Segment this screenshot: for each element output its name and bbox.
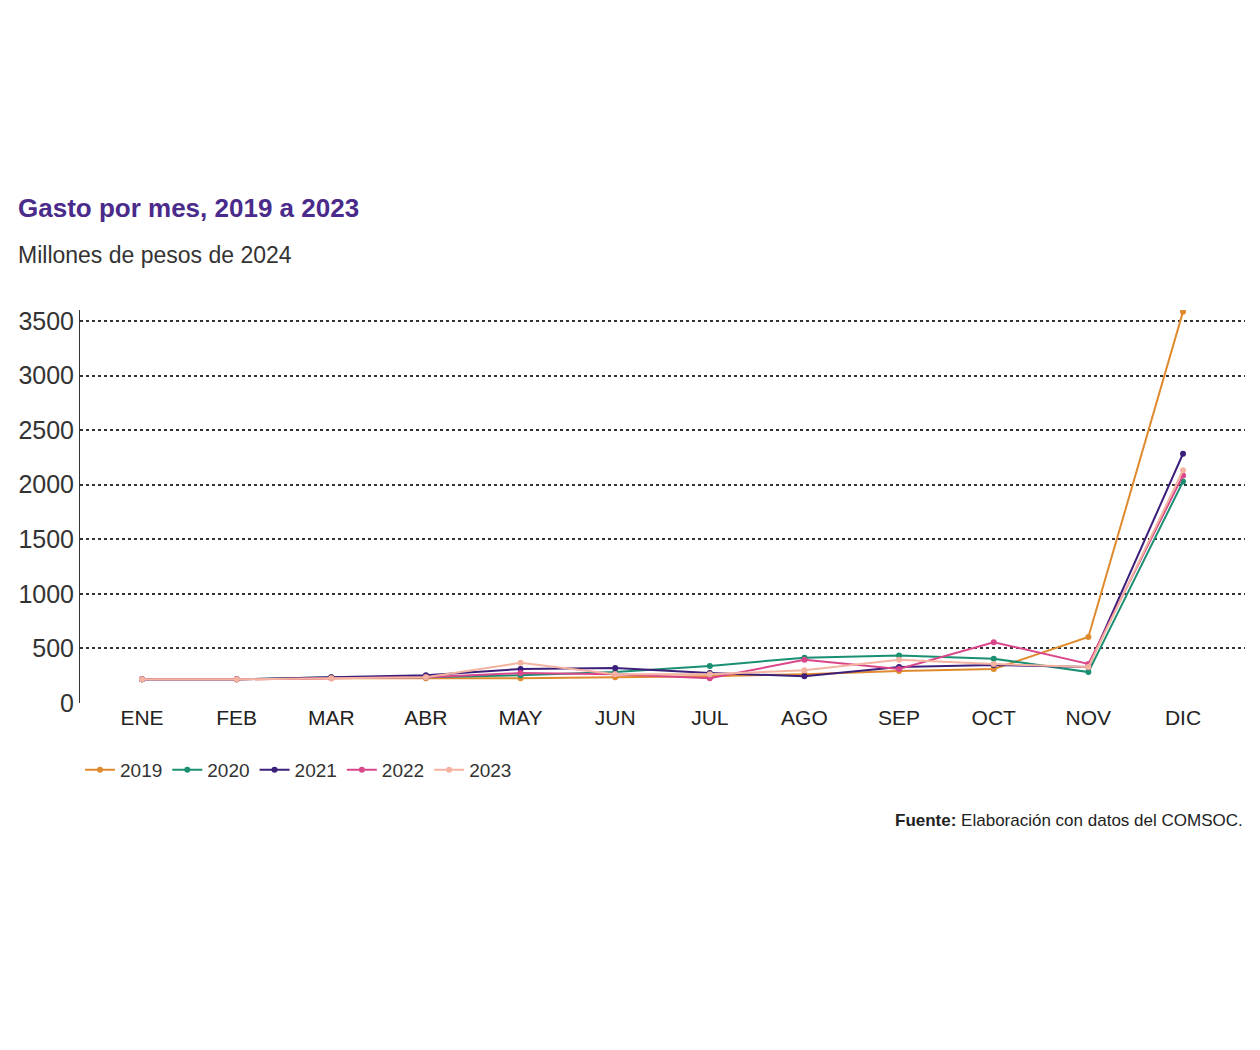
- svg-text:AGO: AGO: [781, 706, 828, 729]
- svg-text:ENE: ENE: [120, 706, 163, 729]
- svg-text:JUL: JUL: [691, 706, 728, 729]
- svg-text:2500: 2500: [18, 416, 74, 444]
- svg-text:Millones de pesos de 2024: Millones de pesos de 2024: [18, 242, 292, 268]
- svg-text:1500: 1500: [18, 525, 74, 553]
- svg-text:Gasto por mes, 2019 a 2023: Gasto por mes, 2019 a 2023: [18, 193, 359, 223]
- svg-text:500: 500: [32, 634, 74, 662]
- svg-text:2019: 2019: [120, 760, 162, 781]
- svg-text:3000: 3000: [18, 361, 74, 389]
- svg-text:2023: 2023: [469, 760, 511, 781]
- svg-text:SEP: SEP: [878, 706, 920, 729]
- svg-text:ABR: ABR: [404, 706, 447, 729]
- svg-text:3500: 3500: [18, 307, 74, 335]
- svg-text:FEB: FEB: [216, 706, 257, 729]
- svg-text:2022: 2022: [382, 760, 424, 781]
- svg-text:MAY: MAY: [499, 706, 543, 729]
- svg-text:JUN: JUN: [595, 706, 636, 729]
- svg-text:DIC: DIC: [1165, 706, 1201, 729]
- svg-text:0: 0: [60, 689, 74, 717]
- svg-text:1000: 1000: [18, 580, 74, 608]
- svg-text:Fuente: Elaboración con datos: Fuente: Elaboración con datos del COMSOC…: [895, 811, 1243, 830]
- svg-text:2021: 2021: [295, 760, 337, 781]
- svg-text:OCT: OCT: [972, 706, 1017, 729]
- svg-text:2000: 2000: [18, 470, 74, 498]
- svg-text:2020: 2020: [207, 760, 249, 781]
- svg-text:MAR: MAR: [308, 706, 355, 729]
- svg-text:NOV: NOV: [1066, 706, 1112, 729]
